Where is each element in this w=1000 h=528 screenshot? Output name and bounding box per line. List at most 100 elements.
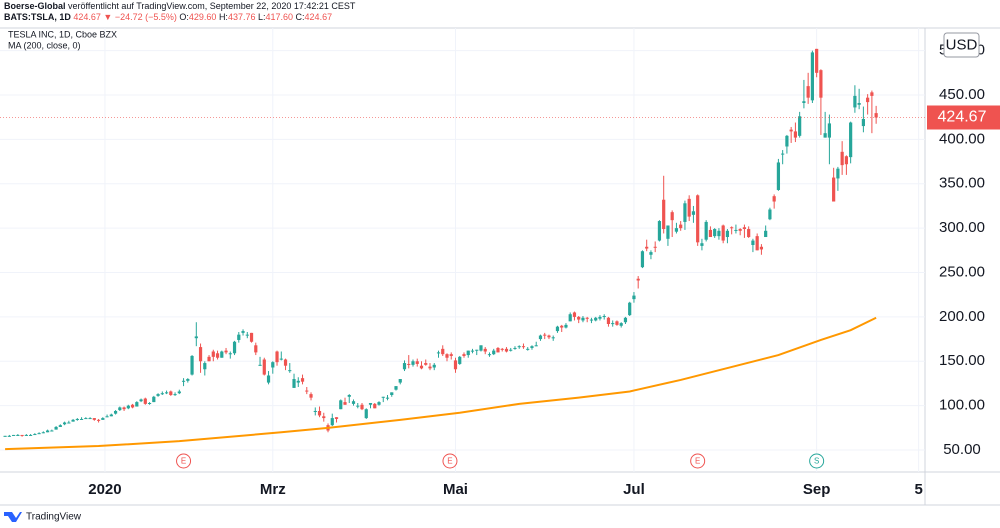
candle-body	[224, 350, 228, 353]
candle-body	[385, 397, 390, 399]
candle-body	[249, 332, 254, 342]
ma-legend: MA (200, close, 0)	[8, 40, 81, 50]
candle-body	[317, 410, 322, 416]
candle-body	[479, 345, 483, 351]
candle-body	[419, 365, 424, 369]
published: veröffentlicht auf TradingView.com, Sept…	[68, 1, 356, 11]
candle-body	[292, 379, 296, 388]
candle-body	[394, 386, 398, 390]
o-label: O:	[179, 12, 189, 22]
h-label: H:	[219, 12, 228, 22]
candle-body	[101, 418, 105, 420]
candle-body	[220, 351, 224, 358]
candle-body	[228, 353, 232, 355]
candle-body	[598, 316, 602, 319]
candle-body	[343, 402, 347, 405]
candle-body	[432, 364, 436, 368]
candle-body	[679, 224, 683, 229]
y-tick-label: 200.00	[939, 308, 985, 325]
x-tick-label: Mai	[443, 481, 468, 498]
candle-body	[623, 317, 628, 323]
candle-body	[351, 401, 356, 404]
candle-body	[313, 410, 317, 412]
x-tick-label: Sep	[803, 481, 831, 498]
candle-body	[619, 323, 623, 326]
candle-body	[713, 229, 717, 237]
candle-body	[611, 323, 615, 325]
candle-body	[92, 418, 96, 420]
candle-body	[662, 199, 666, 230]
candle-body	[538, 335, 543, 340]
candle-body	[606, 317, 611, 324]
candle-body	[322, 416, 326, 419]
candle-body	[88, 418, 92, 420]
candle-body	[526, 348, 530, 350]
candle-body	[789, 129, 793, 132]
candle-body	[441, 348, 445, 355]
candle-body	[547, 335, 551, 338]
candle-body	[122, 407, 126, 410]
candle-body	[509, 349, 513, 351]
change: ▼ −24.72 (−5.5%)	[103, 12, 176, 22]
currency-box[interactable]	[943, 32, 980, 58]
candle-body	[687, 198, 691, 217]
candle-body	[347, 395, 351, 397]
candle-body	[462, 354, 466, 356]
candle-body	[245, 334, 249, 336]
candle-body	[130, 404, 135, 408]
candle-body	[96, 419, 101, 421]
candle-body	[37, 433, 41, 435]
candle-body	[768, 209, 772, 220]
candle-body	[415, 361, 419, 364]
x-tick-label: Jul	[623, 481, 645, 498]
symbol: BATS:TSLA, 1D	[4, 12, 71, 22]
candle-body	[105, 416, 109, 418]
candle-body	[169, 391, 173, 396]
candle-body	[564, 324, 568, 328]
candle-body	[262, 359, 266, 375]
candle-body	[207, 356, 211, 362]
candle-body	[436, 352, 441, 354]
candle-body	[594, 317, 598, 321]
c-value: 424.67	[305, 12, 333, 22]
candle-body	[296, 380, 300, 383]
candle-body	[309, 394, 313, 398]
candle-body	[126, 405, 130, 409]
candle-body	[79, 418, 84, 420]
candle-body	[147, 402, 152, 404]
candle-body	[551, 337, 555, 339]
candle-body	[866, 97, 870, 103]
candle-body	[143, 398, 147, 404]
candle-body	[470, 350, 475, 352]
x-tick-label: 2020	[88, 481, 121, 498]
event-label: E	[181, 457, 186, 466]
candle-body	[747, 229, 751, 238]
brand: TradingView	[26, 512, 82, 523]
candle-body	[513, 347, 517, 349]
candle-body	[534, 345, 538, 347]
currency[interactable]: USD	[946, 36, 978, 53]
candle-body	[190, 355, 194, 375]
l-label: L:	[258, 12, 266, 22]
chart-title: TESLA INC, 1D, Cboe BZX	[8, 29, 117, 39]
last-price-label: 424.67	[938, 109, 987, 126]
candle-body	[453, 360, 458, 370]
l-value: 417.60	[266, 12, 294, 22]
candle-body	[241, 331, 245, 333]
candle-body	[360, 404, 364, 410]
candle-body	[411, 361, 415, 365]
candle-body	[674, 228, 679, 232]
event-marker	[809, 453, 825, 469]
candle-body	[215, 353, 220, 358]
candle-body	[802, 101, 806, 103]
candle-body	[793, 131, 798, 138]
event-marker	[690, 453, 706, 469]
candle-body	[198, 347, 203, 362]
candle-body	[496, 347, 500, 353]
candle-body	[543, 334, 547, 336]
candle-body	[815, 48, 819, 73]
candle-body	[194, 336, 198, 339]
candle-body	[84, 418, 88, 420]
